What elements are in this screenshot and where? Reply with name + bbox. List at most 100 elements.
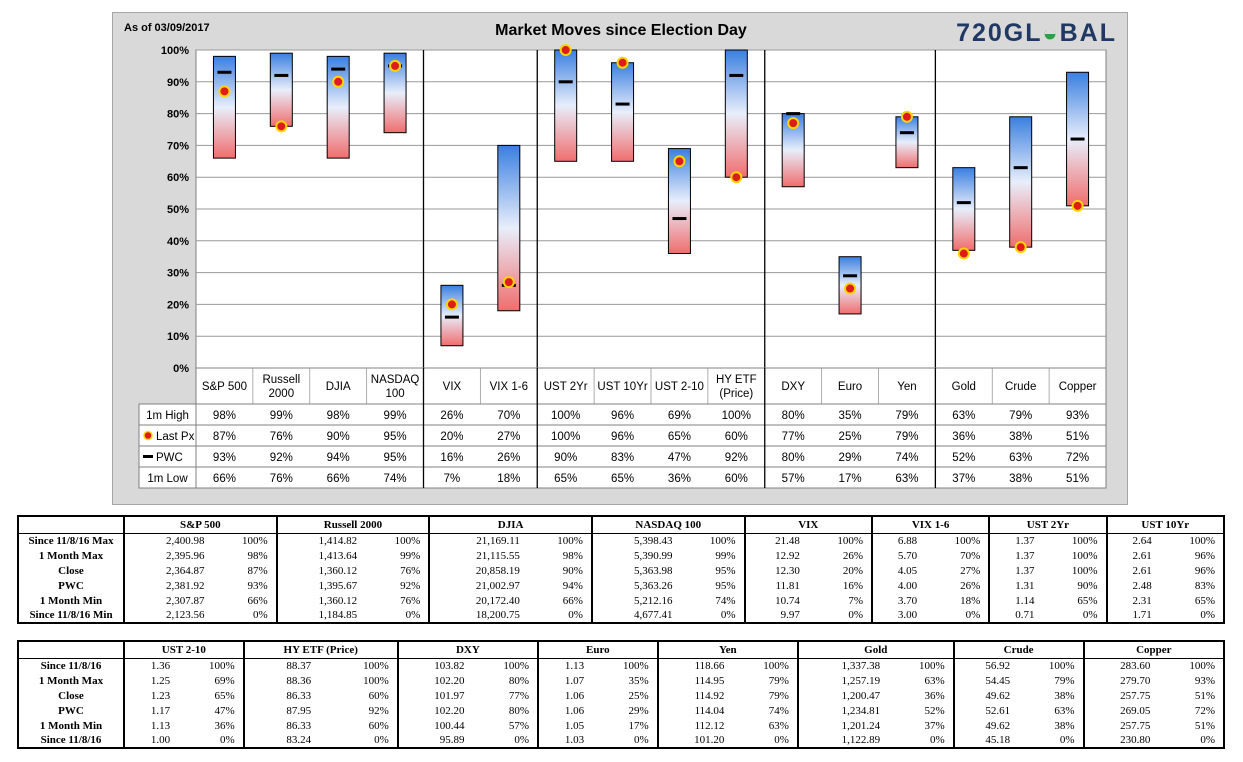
category-label: VIX [443, 381, 462, 393]
y-tick-label: 40% [167, 236, 189, 248]
stats-value: 74% [384, 473, 407, 485]
table-value-cell: 4,677.41 [633, 609, 673, 621]
as-of-date: As of 03/09/2017 [124, 22, 210, 34]
pwc-marker [672, 217, 687, 221]
table-row-label: Close [18, 688, 125, 703]
table-row: Since 11/8/16 1.36 100% 88.37 100% 103.82 100%… [18, 658, 1225, 673]
table-value-cell: 102.20 [434, 704, 465, 717]
stats-value: 77% [782, 431, 805, 443]
table-row-label: 1 Month Min [18, 718, 125, 733]
stats-value: 29% [839, 452, 862, 464]
table-percent-cell: 69% [173, 673, 245, 688]
table-value-cell: 1,184.85 [318, 609, 358, 621]
table-percent-cell: 47% [173, 703, 245, 718]
stats-value: 7% [444, 473, 461, 485]
table-percent-cell: 100% [1037, 563, 1108, 578]
range-bar [269, 52, 293, 127]
last-px-marker [389, 59, 402, 72]
category-label: Euro [838, 381, 862, 393]
table-value-cell: 1,122.89 [841, 734, 881, 746]
table-percent-cell: 100% [1037, 533, 1108, 548]
table-percent-cell: 0% [883, 733, 955, 748]
table-percent-cell: 16% [802, 578, 873, 593]
table-value-cell: 2.64 [1132, 534, 1152, 547]
stats-value: 76% [270, 473, 293, 485]
category-label: NASDAQ [371, 374, 420, 386]
pwc-marker [729, 73, 744, 77]
stats-value: 93% [1066, 410, 1089, 422]
table-percent-cell: 65% [173, 688, 245, 703]
table-value-cell: 20,172.40 [475, 594, 520, 607]
stats-value: 63% [952, 410, 975, 422]
table-value-cell: 5.70 [897, 549, 918, 562]
pwc-marker [1013, 166, 1028, 170]
y-tick-label: 100% [161, 45, 189, 57]
last-px-marker [900, 110, 913, 123]
table-value-cell: 95.89 [439, 734, 465, 746]
table-corner-cell [18, 641, 125, 659]
table-percent-cell: 92% [360, 578, 431, 593]
stats-value: 65% [554, 473, 577, 485]
table-value-cell: 1.25 [150, 674, 171, 687]
chart-title: Market Moves since Election Day [495, 22, 747, 39]
category-label: HY ETF [716, 374, 757, 386]
stats-value: 100% [722, 410, 751, 422]
table-percent-cell: 80% [467, 703, 540, 718]
table-row-label: Since 11/8/16 [18, 658, 125, 673]
table-percent-cell: 20% [802, 563, 873, 578]
table-percent-cell: 90% [522, 563, 593, 578]
table-value-cell: 1.37 [1015, 534, 1035, 547]
stats-value: 87% [213, 431, 236, 443]
table-value-cell: 1.37 [1015, 549, 1035, 562]
logo-text-a: 720GL [956, 19, 1043, 47]
table-value-cell: 2.61 [1132, 564, 1152, 577]
stats-value: 100% [551, 410, 580, 422]
table-percent-cell: 72% [1153, 703, 1225, 718]
category-label: (Price) [719, 388, 753, 400]
table-column-header: Yen [657, 641, 799, 659]
table-percent-cell: 100% [1154, 533, 1226, 548]
stats-value: 79% [895, 410, 918, 422]
range-bar [440, 284, 464, 347]
table-column-header: Euro [538, 641, 659, 659]
range-bar [724, 49, 748, 178]
stats-value: 69% [668, 410, 691, 422]
category-label: Gold [952, 381, 976, 393]
table-percent-cell: 100% [675, 533, 746, 548]
table-value-cell: 101.20 [694, 734, 725, 746]
table-row: Since 11/8/16 Max 2,400.98 100% 1,414.82 100… [18, 533, 1226, 548]
chart-panel: 0% 10% 20% 30% 40% 50% 60% 70% 80% 90% 100% S&P 500… [112, 12, 1128, 505]
table-percent-cell: 26% [802, 548, 873, 563]
stats-value: 17% [839, 473, 862, 485]
stats-value: 98% [327, 410, 350, 422]
stats-value: 35% [839, 410, 862, 422]
last-px-marker [502, 276, 515, 289]
table-row: 1 Month Max 1.25 69% 88.36 100% 102.20 80% 1.07… [18, 673, 1225, 688]
table-percent-cell: 74% [727, 703, 799, 718]
table-value-cell: 5,390.99 [633, 549, 673, 562]
table-value-cell: 88.37 [286, 659, 312, 672]
legend-label: Last Px [156, 431, 195, 443]
table-row-label: Close [18, 563, 125, 578]
table-value-cell: 103.82 [434, 659, 465, 672]
table-percent-cell: 100% [207, 533, 278, 548]
table-percent-cell: 100% [587, 658, 659, 673]
stats-value: 96% [611, 431, 634, 443]
table-value-cell: 269.05 [1120, 704, 1151, 717]
y-tick-label: 20% [167, 299, 189, 311]
table-value-cell: 101.97 [434, 689, 465, 702]
last-px-marker [559, 44, 572, 56]
table-value-cell: 5,212.16 [633, 594, 673, 607]
table-value-cell: 1,360.12 [318, 594, 358, 607]
category-label: 2000 [269, 388, 295, 400]
stats-value: 26% [440, 410, 463, 422]
table-value-cell: 6.88 [897, 534, 918, 547]
table-value-cell: 1.14 [1015, 594, 1035, 607]
stats-value: 16% [440, 452, 463, 464]
table-value-cell: 1.36 [150, 659, 171, 672]
range-bar [383, 52, 407, 134]
table-column-header: S&P 500 [124, 516, 278, 534]
stats-value: 94% [327, 452, 350, 464]
table-percent-cell: 100% [802, 533, 873, 548]
table-percent-cell: 100% [467, 658, 540, 673]
